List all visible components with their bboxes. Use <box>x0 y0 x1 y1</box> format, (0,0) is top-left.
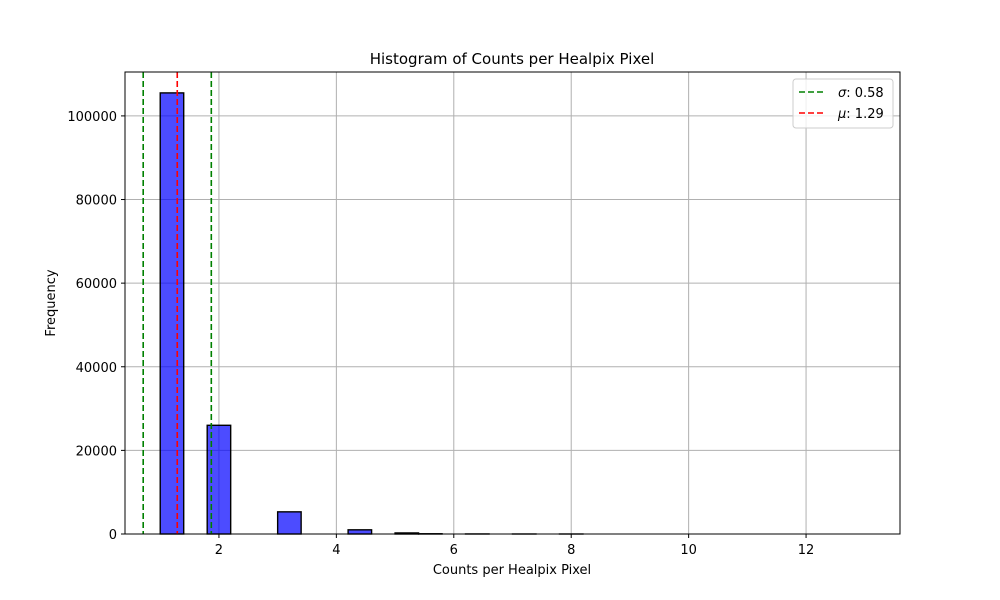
x-tick-label: 12 <box>798 543 815 558</box>
legend-entries: σ: 0.58μ: 1.29 <box>799 86 884 122</box>
histogram-bar <box>347 529 373 535</box>
legend-entry-label: μ: 1.29 <box>837 107 884 122</box>
histogram-bar <box>276 511 302 535</box>
legend-entry-symbol: μ <box>837 107 846 122</box>
y-axis-ticks: 0 20000 40000 60000 80000 100000 <box>67 110 125 543</box>
x-tick-label: 6 <box>450 543 458 558</box>
y-tick-label: 60000 <box>76 277 117 292</box>
x-tick-label: 8 <box>567 543 575 558</box>
chart-title: Histogram of Counts per Healpix Pixel <box>370 50 655 68</box>
plot-frame <box>124 71 901 535</box>
y-tick-label: 100000 <box>67 110 117 125</box>
y-axis-label: Frequency <box>44 269 59 336</box>
legend-entry-value: : 1.29 <box>846 107 883 122</box>
histogram-bar <box>159 92 185 535</box>
x-axis-ticks: 2 4 6 8 10 12 <box>215 534 815 558</box>
y-tick-label: 20000 <box>76 444 117 459</box>
plot-area <box>124 71 901 535</box>
x-tick-label: 2 <box>215 543 223 558</box>
x-tick-label: 10 <box>680 543 697 558</box>
legend: σ: 0.58μ: 1.29 <box>792 78 894 129</box>
y-tick-label: 40000 <box>76 361 117 376</box>
legend-entry-symbol: σ <box>838 86 847 101</box>
x-axis-label: Counts per Healpix Pixel <box>433 563 591 578</box>
x-tick-label: 4 <box>332 543 340 558</box>
y-tick-label: 0 <box>109 528 117 543</box>
plot-background <box>125 72 900 534</box>
legend-entry-label: σ: 0.58 <box>838 86 884 101</box>
legend-entry-value: : 0.58 <box>846 86 883 101</box>
reference-lines <box>142 72 213 534</box>
y-tick-label: 80000 <box>76 194 117 209</box>
